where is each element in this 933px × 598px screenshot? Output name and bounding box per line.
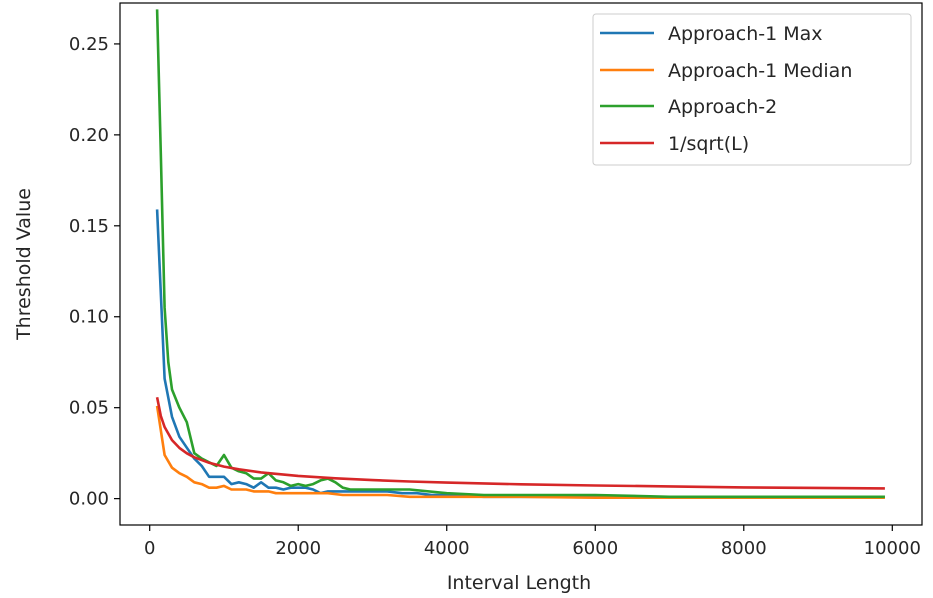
y-axis: 0.00 0.05 0.10 0.15 0.20 0.25	[69, 34, 120, 510]
x-tick-label: 8000	[721, 538, 767, 559]
series-line-approach-2	[155, 9, 885, 499]
y-tick-label: 0.10	[69, 307, 109, 328]
y-tick-label: 0.15	[69, 216, 109, 237]
plot-frame	[119, 2, 923, 526]
y-axis-label: Threshold Value	[13, 188, 35, 341]
x-axis: 0 2000 4000 6000 8000 10000	[144, 525, 921, 559]
series-line-1-sqrt-l	[155, 397, 885, 490]
series-line-approach-1-max	[155, 209, 885, 499]
x-tick-label: 6000	[572, 538, 618, 559]
y-tick-label: 0.20	[69, 125, 109, 146]
legend-label-approach-1-max: Approach-1 Max	[668, 23, 823, 45]
x-tick-label: 4000	[424, 538, 470, 559]
y-tick-label: 0.00	[69, 489, 109, 510]
legend-label-approach-2: Approach-2	[668, 96, 777, 118]
legend-label-approach-1-median: Approach-1 Median	[668, 60, 852, 82]
legend-label-inverse-sqrt: 1/sqrt(L)	[668, 133, 749, 155]
legend: Approach-1 Max Approach-1 Median Approac…	[592, 13, 912, 166]
x-tick-label: 0	[144, 538, 155, 559]
x-tick-label: 2000	[275, 538, 321, 559]
x-tick-label: 10000	[864, 538, 921, 559]
y-tick-label: 0.05	[69, 398, 109, 419]
y-tick-label: 0.25	[69, 34, 109, 55]
legend-box	[592, 13, 912, 166]
series-layer	[155, 9, 885, 500]
series-line-approach-1-median	[155, 405, 885, 500]
x-axis-label: Interval Length	[447, 572, 591, 594]
